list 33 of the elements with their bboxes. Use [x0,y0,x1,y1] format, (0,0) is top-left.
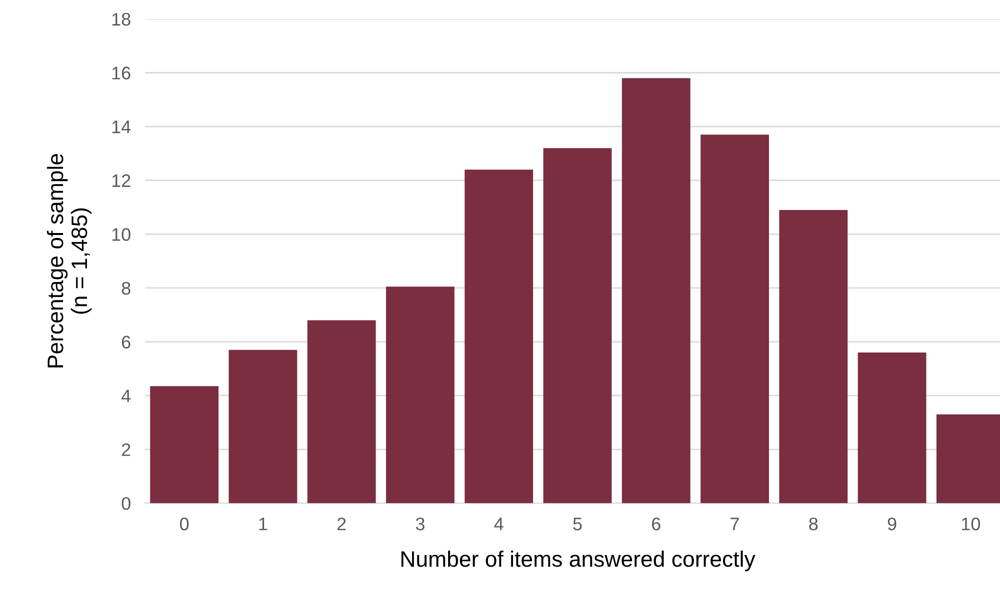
bar [779,210,848,504]
y-tick-label: 16 [112,66,130,80]
x-tick-label: 5 [573,518,582,530]
x-tick-label: 2 [337,518,346,530]
bar [228,350,298,504]
x-tick-label: 3 [416,518,424,530]
y-tick-label: 12 [112,174,130,187]
bar [858,352,926,504]
y-tick-label: 2 [122,443,130,456]
bar [622,78,690,504]
bar [386,286,454,504]
y-tick-label: 6 [122,336,130,348]
y-tick-label: 0 [122,497,130,510]
bar [700,134,769,504]
x-tick-label: 4 [494,518,504,530]
x-tick-label: 10 [962,518,980,530]
x-axis-title: Number of items answered correctly [401,550,756,572]
y-tick-label: 14 [112,120,131,134]
bar [150,386,219,504]
x-tick-label: 0 [180,518,189,530]
x-tick-label: 9 [888,518,896,530]
x-tick-label: 8 [809,518,818,530]
y-axis-title: Percentage of sample (n = 1,485) [46,154,92,368]
y-tick-label: 8 [122,282,130,295]
y-tick-label: 4 [121,390,131,402]
y-tick-label: 18 [112,12,130,26]
x-tick-label: 7 [730,518,739,530]
y-tick-label: 10 [112,228,130,241]
bar [307,320,376,504]
bar [543,148,612,504]
x-tick-label: 6 [652,518,660,530]
x-tick-label: 1 [259,518,268,530]
bar [464,170,534,504]
